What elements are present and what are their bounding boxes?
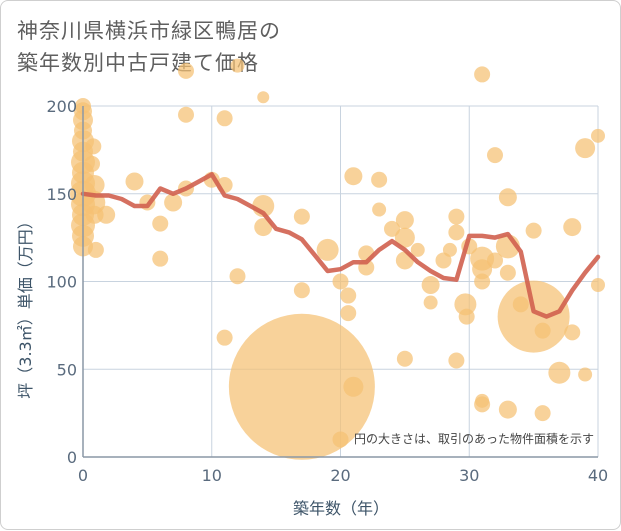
- bubble-point: [395, 211, 414, 230]
- bubble-series: [70, 58, 605, 460]
- bubble-point: [458, 308, 475, 325]
- bubble-point: [230, 58, 245, 73]
- bubble-point: [591, 128, 605, 143]
- bubble-point: [421, 276, 440, 295]
- bubble-point: [254, 218, 273, 237]
- x-tick-label: 10: [202, 466, 222, 485]
- y-tick-label: 100: [46, 273, 77, 292]
- bubble-point: [423, 295, 438, 310]
- bubble-point: [178, 62, 194, 79]
- bubble-point: [216, 329, 233, 346]
- bubble-point: [85, 138, 102, 155]
- bubble-point: [474, 396, 491, 413]
- bubble-point: [316, 238, 339, 261]
- bubble-point: [564, 324, 581, 341]
- bubble-point: [97, 205, 116, 224]
- chart-title-line1: 神奈川県横浜市緑区鴨居の: [17, 19, 281, 43]
- bubble-point: [396, 350, 413, 367]
- axes: [82, 106, 598, 458]
- x-tick-label: 0: [78, 466, 88, 485]
- bubble-point: [371, 171, 388, 188]
- bubble-point: [534, 405, 551, 422]
- bubble-point: [591, 278, 605, 293]
- bubble-point: [344, 167, 363, 186]
- x-axis-title: 築年数（年）: [293, 499, 389, 518]
- bubble-point: [257, 91, 270, 104]
- bubble-point: [448, 352, 465, 369]
- bubble-point: [497, 280, 570, 353]
- bubble-point: [84, 155, 101, 172]
- bubble-point: [164, 193, 183, 212]
- bubble-point: [340, 305, 357, 322]
- bubble-point: [448, 208, 465, 225]
- bubble-point: [472, 259, 493, 280]
- x-tick-label: 20: [330, 466, 350, 485]
- bubble-point: [384, 220, 400, 237]
- bubble-point: [498, 188, 517, 207]
- x-tick-label: 30: [459, 466, 479, 485]
- bubble-point: [525, 222, 542, 239]
- bubble-point: [216, 110, 233, 127]
- bubble-point: [548, 361, 571, 384]
- bubble-point: [228, 313, 375, 460]
- y-axis-title: 坪（3.3㎡）単価（万円）: [16, 213, 35, 398]
- average-line-series: [80, 172, 601, 319]
- x-tick-label: 40: [588, 466, 608, 485]
- average-price-line: [80, 172, 601, 319]
- bubble-point: [410, 242, 425, 257]
- bubble-point: [340, 287, 357, 304]
- bubble-point: [487, 252, 503, 269]
- bubble-point: [499, 264, 516, 281]
- y-tick-label: 50: [57, 360, 77, 379]
- bubble-point: [84, 174, 105, 195]
- bubble-point: [498, 400, 517, 419]
- bubble-point: [442, 242, 457, 257]
- bubble-point: [394, 227, 415, 248]
- bubble-point: [332, 273, 349, 290]
- bubble-point: [578, 367, 593, 382]
- chart-title-line2: 築年数別中古戸建て価格: [17, 51, 259, 75]
- bubble-point: [474, 273, 491, 290]
- bubble-point: [534, 322, 551, 339]
- bubble-point: [563, 218, 582, 237]
- bubble-point: [87, 241, 104, 258]
- bubble-point: [474, 66, 491, 83]
- bubble-point: [293, 208, 310, 225]
- bubble-point: [448, 224, 465, 241]
- bubble-point: [332, 431, 349, 448]
- bubble-point: [487, 147, 503, 164]
- bubble-point: [178, 106, 194, 123]
- y-tick-label: 200: [46, 97, 77, 116]
- bubble-point: [575, 138, 596, 159]
- bubble-point: [293, 282, 310, 299]
- bubble-point: [229, 268, 246, 285]
- bubble-point: [125, 172, 144, 191]
- bubble-size-note: 円の大きさは、取引のあった物件面積を示す: [354, 431, 594, 446]
- chart-title: 神奈川県横浜市緑区鴨居の 築年数別中古戸建て価格: [17, 15, 281, 79]
- bubble-point: [152, 250, 169, 267]
- tick-labels: 0 10 20 30 40 0 50 100 150 200: [46, 97, 608, 485]
- bubble-point: [372, 202, 387, 217]
- y-tick-label: 0: [67, 448, 77, 467]
- bubble-point: [343, 376, 364, 397]
- bubble-point: [152, 215, 169, 232]
- y-tick-label: 150: [46, 185, 77, 204]
